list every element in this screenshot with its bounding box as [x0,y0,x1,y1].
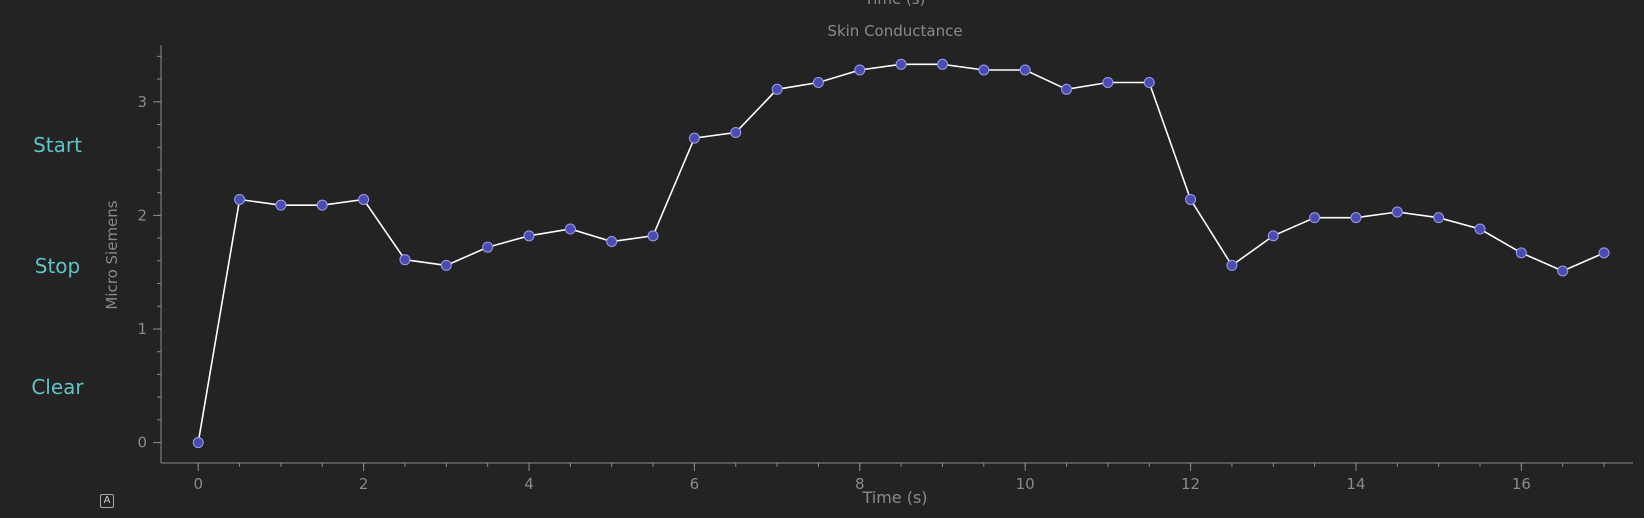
data-point [1143,76,1155,88]
x-axis-label: Time (s) [861,488,927,507]
data-point [1433,212,1445,224]
data-point [1391,206,1403,218]
top-axis-label-fragment: Time (s) [864,0,926,8]
clear-button[interactable]: Clear [0,357,115,417]
data-point [523,230,535,242]
data-point [1309,212,1321,224]
data-point [234,193,246,205]
y-tick-label: 1 [137,320,147,338]
data-point [192,437,204,449]
data-point [275,199,287,211]
data-point [1474,223,1486,235]
data-point [1061,83,1073,95]
x-tick-label: 14 [1346,475,1365,493]
data-point [482,241,494,253]
x-tick-label: 2 [359,475,369,493]
y-tick-label: 0 [137,434,147,452]
control-panel: Start Stop Clear [0,0,115,518]
data-point [1515,247,1527,259]
data-point [1350,212,1362,224]
start-button[interactable]: Start [0,115,115,175]
y-tick-label: 3 [137,93,147,111]
data-point [564,223,576,235]
data-point [1185,193,1197,205]
y-axis-label: Micro Siemens [103,200,121,309]
data-point [647,230,659,242]
x-tick-label: 12 [1181,475,1200,493]
data-point [316,199,328,211]
data-point [1267,230,1279,242]
data-point [358,193,370,205]
data-point [606,236,618,248]
data-point [688,132,700,144]
data-point [812,76,824,88]
data-point [1226,259,1238,271]
series-line [197,63,1605,443]
y-tick-label: 2 [137,206,147,224]
data-point [399,254,411,266]
data-point [771,83,783,95]
stop-button[interactable]: Stop [0,236,115,296]
data-point [1598,247,1610,259]
data-point [936,58,948,70]
x-tick-label: 16 [1512,475,1531,493]
x-tick-label: 4 [524,475,534,493]
data-point [1557,265,1569,277]
x-tick-label: 6 [690,475,700,493]
auto-range-button[interactable]: A [100,494,114,508]
x-tick-label: 10 [1016,475,1035,493]
data-point [440,259,452,271]
data-point [1102,76,1114,88]
x-tick-label: 8 [855,475,865,493]
data-point [978,64,990,76]
data-series [192,58,1610,449]
data-point [854,64,866,76]
data-point [1019,64,1031,76]
chart-title: Skin Conductance [827,22,962,40]
data-point [730,126,742,138]
data-point [895,58,907,70]
x-tick-label: 0 [193,475,203,493]
